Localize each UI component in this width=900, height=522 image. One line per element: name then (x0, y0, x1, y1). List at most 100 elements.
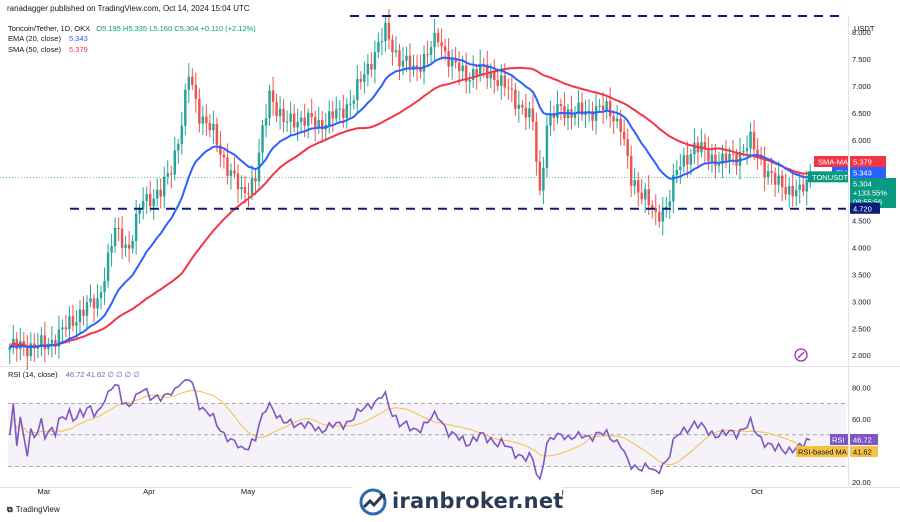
candle-body (261, 125, 264, 153)
candle-body (415, 65, 419, 68)
rsi-value-badge-bg (850, 434, 878, 446)
candle-body (580, 102, 584, 116)
ema-legend[interactable]: EMA (20, close) 5.343 (8, 34, 88, 43)
candle-body (57, 329, 61, 347)
candle-body (763, 159, 766, 178)
candle-body (464, 65, 468, 82)
candle-body (292, 113, 296, 128)
candle-body (233, 170, 236, 174)
candle-body (366, 63, 370, 75)
candle-body (535, 121, 538, 162)
candle-body (654, 207, 657, 213)
tradingview-logo-text: TradingView (15, 505, 60, 514)
candle-body (184, 89, 187, 126)
candle-body (99, 292, 103, 299)
price-tick-label: 3.500 (852, 270, 871, 279)
candle-body (738, 151, 742, 166)
candle-body (310, 112, 313, 118)
candle-body (563, 106, 566, 119)
candle-body (338, 108, 342, 110)
sma-value-badge: 5.379 (853, 158, 872, 167)
candle-body (384, 22, 387, 42)
candle-body (370, 63, 373, 70)
rsi-ma-badge: RSI-based MA (798, 448, 847, 457)
alert-icon-glyph (797, 351, 805, 359)
change-badge: +133.55% (853, 189, 887, 198)
candle-body (282, 108, 285, 122)
ticker-badge-bg (808, 171, 848, 183)
candle-body (542, 167, 545, 191)
candle-body (598, 105, 601, 107)
price-tick-label: 2.000 (852, 351, 871, 360)
candle-body (212, 124, 215, 131)
pane-separator (0, 366, 900, 367)
candle-body (201, 116, 205, 124)
candle-body (180, 125, 184, 144)
rsi-band-fill (8, 403, 846, 467)
candle-body (303, 117, 306, 126)
candle-body (429, 47, 433, 55)
countdown-badge: 08:55:56 (853, 198, 882, 207)
candle-body (679, 166, 682, 170)
candle-body (124, 244, 127, 248)
candle-body (703, 142, 707, 150)
sma-badge-label: SMA-MA (818, 158, 848, 167)
rsi-ma-line (9, 389, 811, 466)
candle-body (8, 347, 11, 350)
support-badge-bg (850, 202, 880, 214)
candle-body (264, 118, 268, 126)
candle-body (359, 78, 363, 82)
currency-label: USDT (854, 24, 875, 33)
rsi-badge: RSI (832, 436, 845, 445)
candle-body (296, 121, 299, 128)
candle-body (629, 156, 633, 186)
ema-legend-label: EMA (20, close) (8, 34, 61, 43)
candle-body (306, 112, 310, 126)
price-badge: 5.304 (853, 180, 872, 189)
candle-body (75, 322, 78, 326)
candle-body (784, 187, 787, 195)
candle-body (19, 341, 22, 350)
candle-body (289, 113, 292, 122)
candle-body (787, 185, 791, 195)
candle-body (145, 193, 148, 202)
sma-legend[interactable]: SMA (50, close) 5.379 (8, 45, 88, 54)
candle-body (668, 201, 672, 207)
candle-body (486, 64, 489, 79)
candle-body (601, 105, 605, 111)
candle-body (556, 104, 559, 118)
candle-body (394, 50, 398, 53)
candle-body (573, 113, 577, 118)
candle-body (148, 193, 152, 207)
candle-body (805, 179, 808, 192)
candle-body (110, 246, 113, 253)
candle-body (724, 153, 728, 162)
candle-body (735, 154, 738, 166)
candle-body (426, 54, 429, 56)
candle-body (752, 131, 756, 150)
candle-body (240, 187, 243, 190)
time-tick-label: Sep (650, 487, 663, 496)
candle-body (615, 118, 619, 122)
rsi-legend[interactable]: RSI (14, close) 46.72 41.62 ∅ ∅ ∅ ∅ (8, 370, 140, 379)
candle-body (461, 65, 464, 72)
price-tick-label: 3.000 (852, 297, 871, 306)
candle-body (773, 172, 777, 185)
candle-body (208, 123, 212, 131)
price-tick-label: 7.500 (852, 55, 871, 64)
candle-body (26, 346, 29, 357)
candle-body (612, 116, 615, 122)
rsi-value-badge: 46.72 (853, 436, 872, 445)
candle-body (510, 88, 514, 90)
candle-body (71, 316, 75, 326)
candle-body (605, 101, 608, 111)
candle-body (236, 173, 240, 190)
candle-body (742, 151, 745, 153)
price-tick-label: 6.000 (852, 136, 871, 145)
candle-body (299, 117, 303, 122)
rsi-badge-bg (830, 434, 848, 446)
tradingview-logo[interactable]: ⧉ TradingView (7, 505, 60, 515)
candle-body (187, 76, 191, 90)
candle-body (85, 302, 89, 316)
time-tick-label: Mar (38, 487, 51, 496)
